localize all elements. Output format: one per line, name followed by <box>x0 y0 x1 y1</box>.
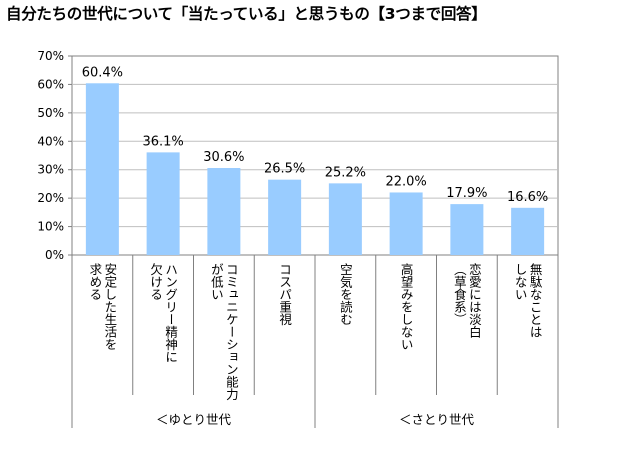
data-label: 30.6% <box>203 150 244 165</box>
y-tick-label: 50% <box>37 106 64 120</box>
category-label: 無駄なことは <box>528 262 543 338</box>
category-label: 恋愛には淡白 <box>467 262 482 338</box>
category-label: コミュニケーション能力 <box>224 263 239 401</box>
group-label: ＜ゆとり世代 <box>156 412 232 427</box>
chart-title: 自分たちの世代について「当たっている」と思うもの【3つまで回答】 <box>6 5 487 23</box>
category-label: 求める <box>87 263 102 301</box>
data-label: 17.9% <box>446 186 487 201</box>
y-tick-label: 70% <box>37 49 64 63</box>
data-label: 16.6% <box>507 190 548 205</box>
data-label: 36.1% <box>142 134 183 149</box>
category-label: コスパ重視 <box>277 263 292 326</box>
category-label: ハングリー精神に <box>163 263 178 363</box>
category-label: 欠ける <box>148 262 163 301</box>
bar <box>511 207 545 255</box>
bar <box>389 192 423 255</box>
category-label: 高望みをしない <box>399 262 414 351</box>
y-tick-label: 60% <box>37 77 64 91</box>
y-tick-label: 20% <box>37 191 64 205</box>
y-tick-label: 40% <box>37 134 64 148</box>
data-label: 26.5% <box>264 162 305 177</box>
category-label: 空気を読む <box>338 263 353 326</box>
bar <box>328 183 362 255</box>
plot-area <box>71 55 559 256</box>
group-label: ＜さとり世代 <box>399 412 475 427</box>
data-label: 22.0% <box>385 174 426 189</box>
y-tick-label: 0% <box>45 248 64 262</box>
data-label: 60.4% <box>82 65 123 80</box>
category-label: （草食系） <box>452 263 467 326</box>
bar <box>268 179 302 255</box>
category-label: 安定した生活を <box>102 262 117 351</box>
data-label: 25.2% <box>325 165 366 180</box>
bar <box>207 168 241 255</box>
category-label: しない <box>513 263 528 301</box>
bar <box>146 152 180 255</box>
bar <box>450 204 484 255</box>
bar <box>85 83 119 255</box>
y-tick-label: 10% <box>37 220 64 234</box>
y-tick-label: 30% <box>37 163 64 177</box>
category-label: が低い <box>209 262 224 301</box>
